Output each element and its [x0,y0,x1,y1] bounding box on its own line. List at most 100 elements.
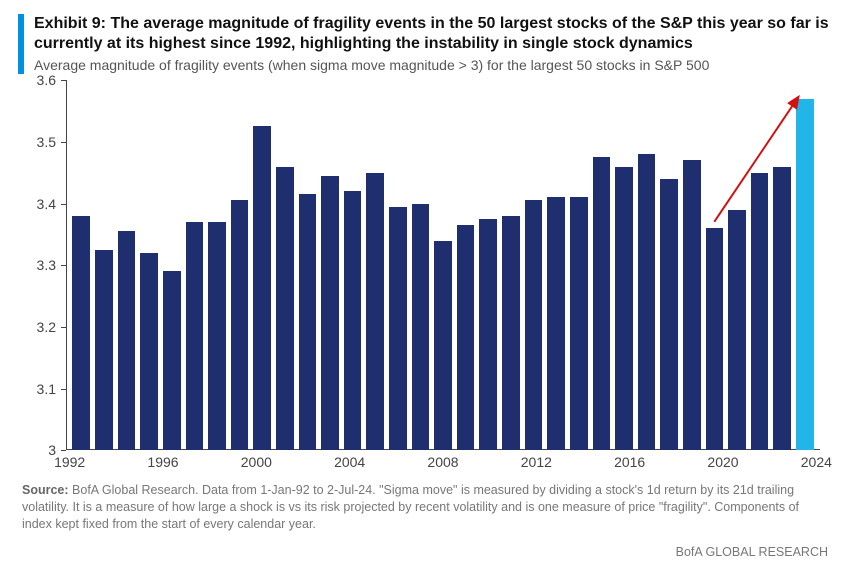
bar [773,167,791,451]
bar-slot [635,80,658,450]
bar [276,167,294,451]
bar [186,222,204,450]
bar [366,173,384,451]
bar-slot [364,80,387,450]
bar-slot [522,80,545,450]
bars-container [66,80,820,450]
bar [728,210,746,451]
x-tick-label: 1996 [147,454,178,470]
bar [95,250,113,450]
y-tick-mark [61,204,66,205]
bar-slot [319,80,342,450]
y-tick-mark [61,80,66,81]
source-label: Source: [22,483,69,497]
header: Exhibit 9: The average magnitude of frag… [18,14,830,74]
y-tick-label: 3.6 [37,72,56,88]
bar [344,191,362,450]
bar-slot [432,80,455,450]
bar-slot [341,80,364,450]
chart-title: Exhibit 9: The average magnitude of frag… [34,14,830,54]
bar [321,176,339,450]
bar [72,216,90,450]
x-tick-label: 2020 [707,454,738,470]
chart-area: 33.13.23.33.43.53.6 [26,80,822,450]
bar [660,179,678,450]
bar-slot [680,80,703,450]
bar-slot [590,80,613,450]
source-text: BofA Global Research. Data from 1-Jan-92… [22,483,799,531]
bar-slot [658,80,681,450]
brand-attribution: BofA GLOBAL RESEARCH [676,545,828,559]
y-tick-label: 3.4 [37,196,56,212]
bar [502,216,520,450]
x-tick-label: 2000 [241,454,272,470]
x-tick-label: 1992 [54,454,85,470]
bar-slot [477,80,500,450]
bar-slot [613,80,636,450]
bar [253,126,271,450]
bar-slot [70,80,93,450]
y-tick-mark [61,327,66,328]
y-tick-label: 3.3 [37,257,56,273]
bar-slot [296,80,319,450]
x-tick-label: 2008 [427,454,458,470]
source-note: Source: BofA Global Research. Data from … [18,482,830,533]
bar-slot [183,80,206,450]
x-tick-label: 2012 [521,454,552,470]
bar-slot [771,80,794,450]
bar-slot [500,80,523,450]
bar-slot [409,80,432,450]
title-group: Exhibit 9: The average magnitude of frag… [34,14,830,74]
plot-area [66,80,820,450]
bar [638,154,656,450]
bar-slot [454,80,477,450]
y-tick-mark [61,265,66,266]
bar [389,207,407,451]
bar [593,157,611,450]
bar [615,167,633,451]
bar-highlight [796,99,814,451]
bar-slot [703,80,726,450]
bar [525,200,543,450]
y-axis: 33.13.23.33.43.53.6 [26,80,62,450]
bar-slot [115,80,138,450]
x-tick-label: 2004 [334,454,365,470]
x-tick-label: 2024 [801,454,832,470]
bar-slot [160,80,183,450]
bar-slot [93,80,116,450]
bar-slot [545,80,568,450]
bar [706,228,724,450]
y-tick-mark [61,142,66,143]
bar [683,160,701,450]
bar [208,222,226,450]
x-axis-labels: 199219962000200420082012201620202024 [58,450,828,472]
bar [299,194,317,450]
bar-slot [748,80,771,450]
bar-slot [251,80,274,450]
bar [457,225,475,450]
bar-slot [794,80,817,450]
accent-bar [18,14,24,74]
bar [570,197,588,450]
bar-slot [273,80,296,450]
bar [140,253,158,450]
bar-slot [138,80,161,450]
y-tick-label: 3.5 [37,134,56,150]
bar-slot [567,80,590,450]
x-tick-label: 2016 [614,454,645,470]
bar [479,219,497,450]
bar-slot [206,80,229,450]
bar-slot [387,80,410,450]
bar-slot [228,80,251,450]
y-tick-label: 3.1 [37,381,56,397]
bar [412,204,430,451]
chart-subtitle: Average magnitude of fragility events (w… [34,56,830,74]
y-tick-label: 3.2 [37,319,56,335]
bar-slot [726,80,749,450]
bar [434,241,452,451]
bar [547,197,565,450]
bar [751,173,769,451]
bar [163,271,181,450]
y-tick-mark [61,389,66,390]
bar [231,200,249,450]
